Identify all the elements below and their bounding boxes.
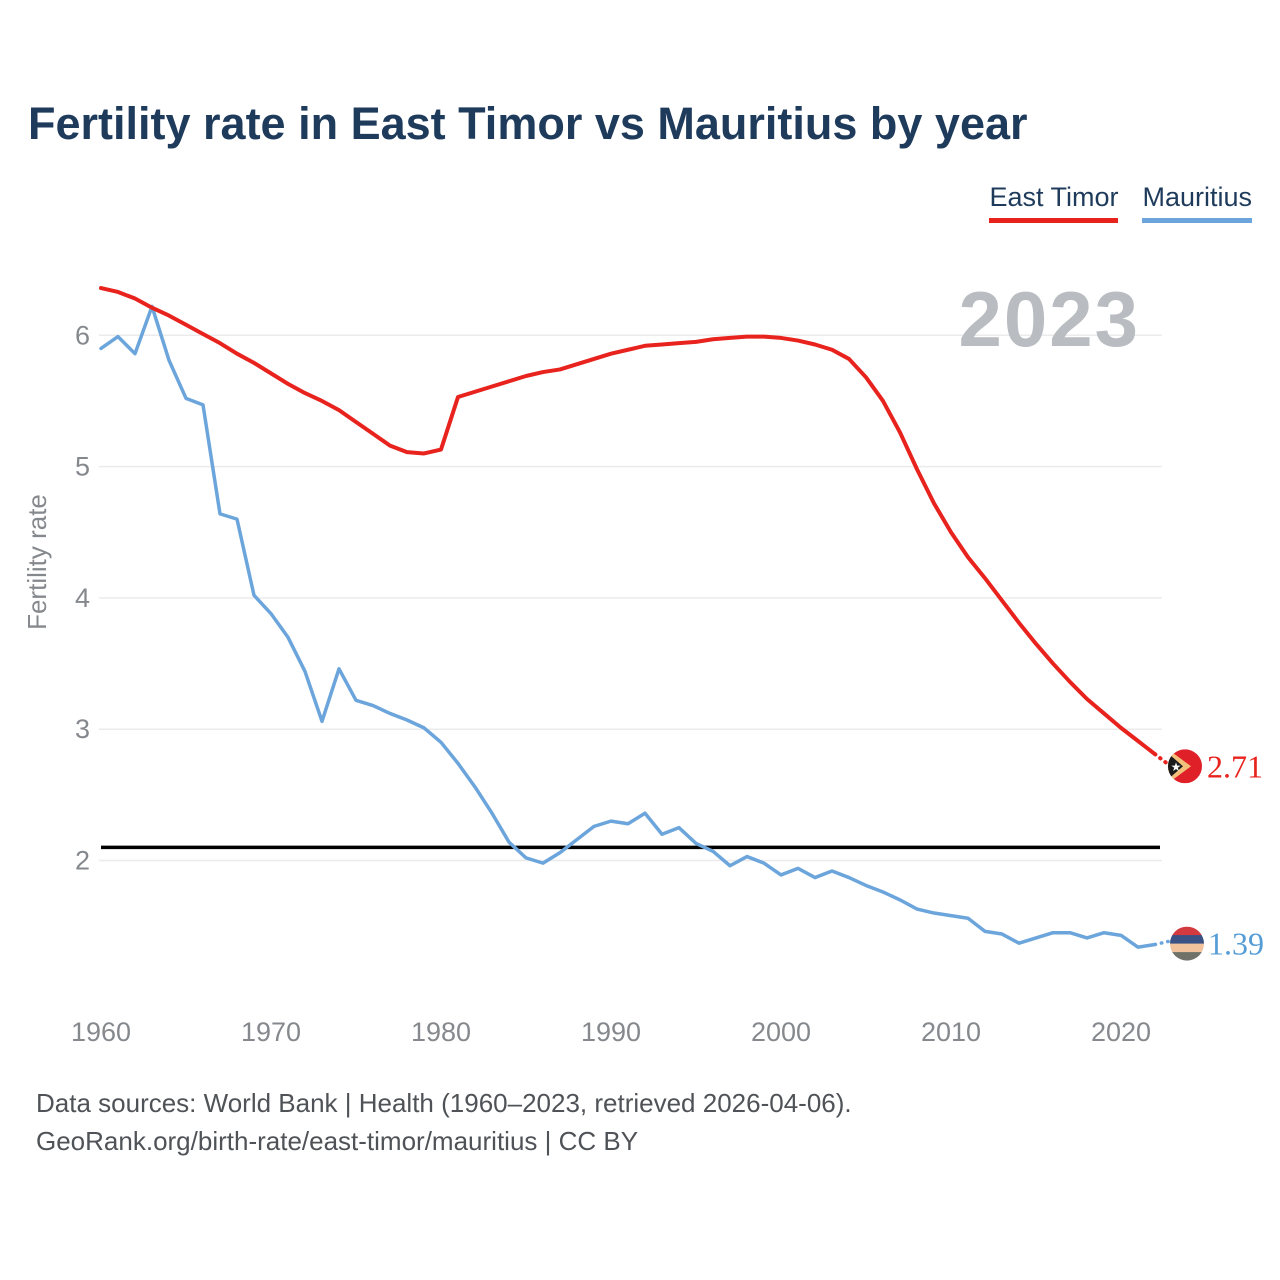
x-tick-2010: 2010 [921,1017,981,1047]
x-tick-1970: 1970 [241,1017,301,1047]
y-tick-3: 3 [75,714,90,744]
watermark-year: 2023 [958,275,1140,363]
mauritius-flag-icon [1170,926,1204,961]
footer: Data sources: World Bank | Health (1960–… [36,1084,1236,1160]
page-title: Fertility rate in East Timor vs Mauritiu… [28,98,1028,149]
x-tick-1990: 1990 [581,1017,641,1047]
y-tick-4: 4 [75,583,90,613]
legend-item-mauritius[interactable]: Mauritius [1142,182,1252,223]
y-tick-5: 5 [75,452,90,482]
y-tick-6: 6 [75,320,90,350]
x-tick-1980: 1980 [411,1017,471,1047]
footer-data-sources: Data sources: World Bank | Health (1960–… [36,1088,852,1118]
legend: East Timor Mauritius [989,182,1252,223]
east-timor-flag-icon: ★ [1168,749,1202,784]
end-value-east-timor: 2.71 [1207,748,1263,784]
x-tick-2020: 2020 [1091,1017,1151,1047]
series-line-mauritius[interactable] [99,304,1157,949]
star-icon: ★ [1171,760,1182,774]
legend-item-east-timor[interactable]: East Timor [989,182,1119,223]
x-tick-2000: 2000 [751,1017,811,1047]
series-line-east-timor[interactable] [99,286,1157,757]
x-tick-1960: 1960 [71,1017,131,1047]
footer-attribution: GeoRank.org/birth-rate/east-timor/maurit… [36,1126,639,1156]
y-tick-2: 2 [75,846,90,876]
y-axis-label: Fertility rate [22,494,52,630]
series-line-end-dotted-mauritius [1153,938,1174,947]
end-value-mauritius: 1.39 [1208,926,1264,962]
